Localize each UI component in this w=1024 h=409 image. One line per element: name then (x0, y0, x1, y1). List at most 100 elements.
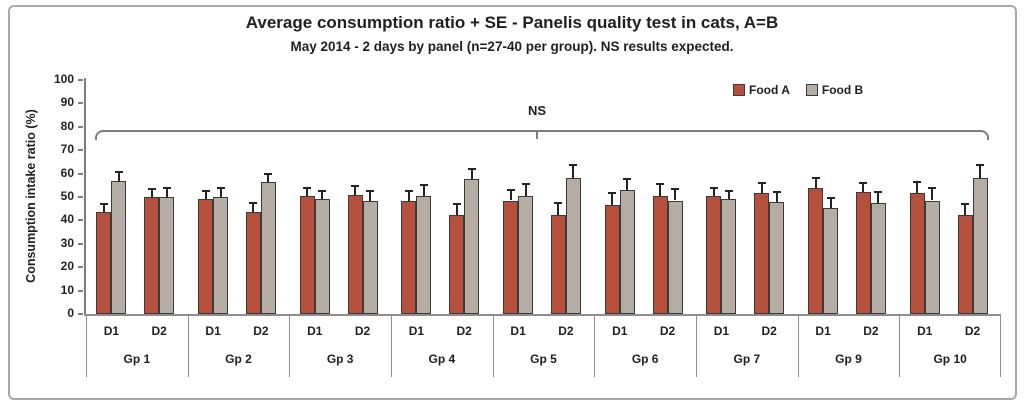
bar-food-a (652, 195, 668, 314)
error-bar-stem (407, 191, 410, 201)
group-separator (86, 315, 87, 377)
error-bar-stem (626, 179, 629, 190)
bar-food-b (518, 195, 534, 314)
error-bar-cap (264, 172, 273, 175)
food-a-swatch-icon (733, 84, 745, 96)
bar-food-a (144, 197, 160, 314)
error-bar-cap (201, 190, 210, 193)
bar-food-a (706, 195, 722, 314)
day-label: D1 (205, 324, 221, 338)
bar-food-b (667, 200, 683, 314)
group-separator (187, 315, 189, 377)
error-bar-cap (318, 190, 327, 193)
error-bar-stem (102, 204, 105, 213)
y-tick-label: 40 (60, 212, 74, 227)
bar-food-a (401, 200, 417, 314)
error-bar-cap (859, 181, 868, 184)
error-bar-cap (874, 191, 883, 194)
group-separator (289, 315, 291, 377)
error-bar-cap (216, 186, 225, 189)
bar-food-b (314, 199, 330, 314)
bar-food-a (855, 192, 871, 314)
day-label: D1 (307, 324, 323, 338)
day-label: D2 (863, 324, 879, 338)
bar-food-b (159, 197, 175, 314)
y-tick-mark (78, 172, 83, 175)
bar-food-b (870, 202, 886, 314)
day-label: D2 (558, 324, 574, 338)
error-bar-cap (961, 203, 970, 206)
error-bar-stem (117, 172, 120, 181)
error-bar-stem (150, 188, 153, 197)
y-tick-label: 100 (53, 72, 74, 86)
ns-annotation-label: NS (527, 103, 547, 118)
y-tick-label: 0 (67, 306, 74, 320)
chart-border (8, 5, 1017, 400)
group-separator (1000, 315, 1001, 377)
error-bar-stem (557, 202, 560, 215)
error-bar-cap (303, 186, 312, 189)
error-bar-stem (219, 187, 222, 197)
group-separator (594, 315, 596, 377)
error-bar-cap (928, 186, 937, 189)
group-separator (492, 315, 494, 377)
error-bar-cap (757, 181, 766, 184)
bar-food-a (909, 193, 925, 314)
y-tick-mark (78, 102, 83, 105)
error-bar-stem (775, 192, 778, 202)
bar-food-a (299, 195, 315, 314)
error-bar-cap (114, 171, 123, 174)
error-bar-stem (306, 187, 309, 196)
error-bar-cap (623, 178, 632, 181)
x-axis-line (84, 314, 1001, 316)
day-label: D1 (408, 324, 425, 338)
y-tick-mark (78, 79, 83, 81)
bar-food-a (550, 214, 566, 314)
error-bar-cap (99, 203, 108, 206)
bar-food-a (449, 214, 465, 314)
day-label: D2 (354, 324, 371, 338)
group-label: Gp 6 (631, 352, 659, 366)
bar-food-b (565, 178, 581, 314)
error-bar-stem (964, 204, 967, 215)
bar-food-b (721, 199, 737, 314)
day-label: D1 (917, 324, 933, 338)
group-label: Gp 10 (933, 352, 967, 366)
y-tick-mark (78, 289, 83, 292)
error-bar-stem (524, 184, 527, 196)
bar-food-b (362, 200, 378, 314)
error-bar-cap (351, 185, 360, 188)
error-bar-cap (147, 187, 156, 190)
error-bar-cap (913, 180, 922, 183)
chart-title: Average consumption ratio + SE - Panelis… (245, 13, 779, 32)
legend-label: Food B (821, 83, 864, 97)
bar-food-a (957, 214, 973, 314)
error-bar-stem (572, 165, 575, 179)
y-tick-label: 90 (60, 95, 74, 110)
bar-food-a (503, 200, 519, 314)
day-label: D1 (713, 324, 730, 338)
error-bar-stem (862, 182, 865, 193)
day-label: D1 (103, 324, 120, 338)
error-bar-stem (674, 188, 677, 201)
legend-item-food-a: Food A (733, 83, 790, 97)
day-label: D2 (151, 324, 167, 338)
error-bar-cap (608, 192, 617, 195)
y-tick-label: 20 (60, 259, 74, 274)
legend: Food A Food B (733, 83, 863, 97)
error-bar-cap (467, 167, 476, 170)
y-tick-label: 10 (60, 282, 74, 297)
error-bar-cap (671, 187, 680, 190)
bar-food-b (769, 201, 785, 314)
error-bar-cap (404, 190, 413, 193)
bar-food-b (972, 178, 988, 314)
legend-label: Food A (749, 83, 790, 97)
error-bar-stem (916, 181, 919, 194)
group-label: Gp 9 (835, 352, 862, 366)
error-bar-cap (826, 197, 835, 200)
bar-food-a (198, 199, 214, 314)
group-separator (391, 315, 392, 377)
day-label: D2 (456, 324, 472, 338)
y-axis-title: Consumption intake ratio (%) (24, 109, 38, 283)
